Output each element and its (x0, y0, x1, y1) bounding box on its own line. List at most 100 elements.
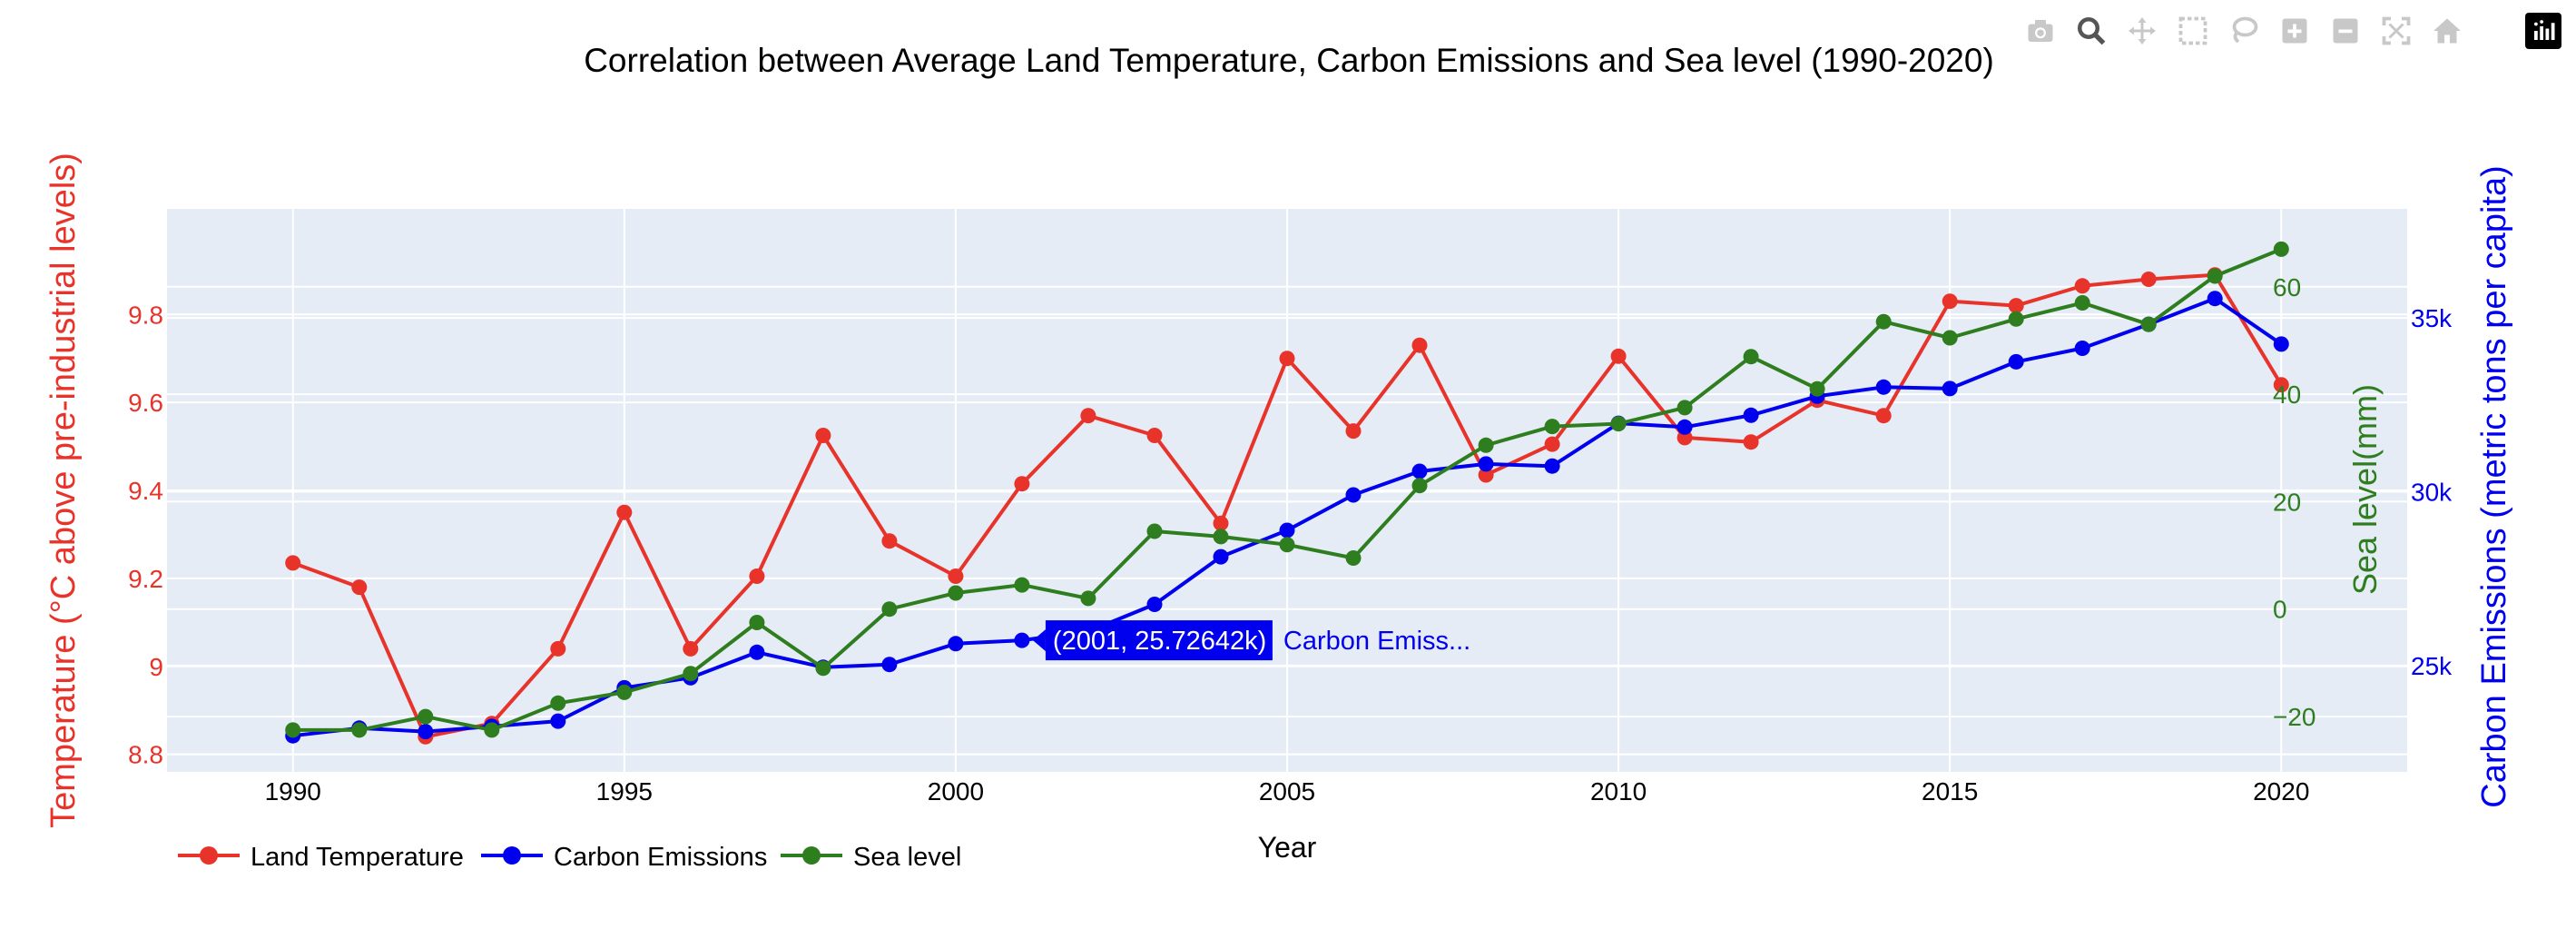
data-point[interactable] (1478, 456, 1494, 472)
box-select-icon[interactable] (2175, 13, 2211, 49)
data-point[interactable] (2273, 377, 2289, 393)
data-point[interactable] (1676, 400, 1693, 416)
data-point[interactable] (2140, 272, 2157, 287)
data-point[interactable] (1676, 419, 1693, 435)
data-point[interactable] (2207, 268, 2223, 284)
camera-icon[interactable] (2022, 13, 2059, 49)
series-layer (285, 241, 2289, 745)
data-point[interactable] (1279, 537, 1295, 553)
y-tick-label: 25k (2411, 652, 2453, 680)
data-point[interactable] (1478, 467, 1494, 483)
data-point[interactable] (1544, 419, 1560, 435)
data-point[interactable] (2273, 241, 2289, 257)
data-point[interactable] (1345, 550, 1362, 566)
data-point[interactable] (1146, 428, 1163, 443)
data-point[interactable] (1610, 416, 1627, 432)
data-point[interactable] (2273, 336, 2289, 352)
data-point[interactable] (1743, 349, 1759, 365)
data-point[interactable] (1213, 515, 1229, 531)
data-point[interactable] (1411, 478, 1428, 494)
legend-item-carbon-emissions[interactable]: Carbon Emissions (481, 843, 767, 872)
data-point[interactable] (1345, 487, 1362, 503)
data-point[interactable] (1411, 337, 1428, 353)
data-point[interactable] (1345, 423, 1362, 440)
zoom-in-icon[interactable] (2276, 13, 2313, 49)
data-point[interactable] (749, 568, 765, 584)
data-point[interactable] (683, 666, 699, 682)
data-point[interactable] (683, 640, 699, 657)
data-point[interactable] (1544, 458, 1560, 474)
data-point[interactable] (2008, 298, 2024, 314)
y-right-inner-axis-title: Sea level(mm) (2346, 384, 2384, 595)
data-point[interactable] (1213, 529, 1229, 545)
data-point[interactable] (815, 428, 831, 443)
legend-item-land-temperature[interactable]: Land Temperature (178, 843, 464, 872)
data-point[interactable] (285, 722, 301, 738)
data-point[interactable] (1809, 381, 1825, 397)
data-point[interactable] (2008, 311, 2024, 327)
data-point[interactable] (1146, 597, 1163, 612)
data-point[interactable] (2074, 278, 2090, 294)
data-point[interactable] (550, 713, 566, 729)
data-point[interactable] (1942, 381, 1958, 397)
plotly-logo-icon[interactable] (2525, 13, 2561, 49)
chart-title: Correlation between Average Land Tempera… (584, 42, 1994, 79)
data-point[interactable] (948, 636, 964, 652)
data-point[interactable] (749, 644, 765, 660)
data-point[interactable] (881, 533, 898, 549)
data-point[interactable] (2140, 316, 2157, 332)
data-point[interactable] (351, 722, 368, 738)
zoom-out-icon[interactable] (2327, 13, 2364, 49)
data-point[interactable] (550, 695, 566, 711)
data-point[interactable] (351, 579, 368, 596)
y-right-axis-title: Carbon Emissions (metric tons per capita… (2475, 165, 2513, 807)
data-point[interactable] (2074, 341, 2090, 356)
pan-icon[interactable] (2124, 13, 2160, 49)
data-point[interactable] (616, 504, 633, 520)
data-point[interactable] (2074, 295, 2090, 311)
zoom-icon[interactable] (2073, 13, 2109, 49)
data-point[interactable] (1942, 330, 1958, 346)
data-point[interactable] (1411, 463, 1428, 479)
data-point[interactable] (749, 615, 765, 630)
data-point[interactable] (1014, 577, 1030, 593)
data-point[interactable] (484, 722, 500, 738)
data-point[interactable] (1080, 590, 1096, 607)
data-point[interactable] (1080, 408, 1096, 424)
data-point[interactable] (1279, 351, 1295, 367)
legend-label-carbon-emissions: Carbon Emissions (554, 843, 767, 872)
lasso-select-icon[interactable] (2226, 13, 2262, 49)
data-point[interactable] (1478, 437, 1494, 453)
data-point[interactable] (1942, 293, 1958, 310)
data-point[interactable] (881, 657, 898, 673)
reset-axes-icon[interactable] (2429, 13, 2465, 49)
data-point[interactable] (815, 660, 831, 677)
data-point[interactable] (1875, 313, 1892, 330)
data-point[interactable] (1875, 408, 1892, 424)
data-point[interactable] (948, 585, 964, 601)
data-point[interactable] (616, 684, 633, 700)
data-point[interactable] (1544, 436, 1560, 452)
data-point[interactable] (418, 724, 434, 740)
data-point[interactable] (948, 568, 964, 584)
data-point[interactable] (1743, 407, 1759, 423)
data-point[interactable] (1146, 523, 1163, 539)
data-point[interactable] (285, 555, 301, 571)
data-point[interactable] (2008, 353, 2024, 370)
data-point[interactable] (1610, 348, 1627, 364)
data-point[interactable] (1213, 549, 1229, 565)
data-point[interactable] (418, 708, 434, 725)
data-point[interactable] (1743, 434, 1759, 450)
data-point[interactable] (1875, 379, 1892, 395)
data-point[interactable] (1014, 632, 1030, 648)
data-point[interactable] (1014, 476, 1030, 492)
data-point[interactable] (550, 640, 566, 657)
autoscale-icon[interactable] (2378, 13, 2414, 49)
legend-label-sea-level: Sea level (853, 843, 961, 872)
data-point[interactable] (2207, 291, 2223, 307)
data-point[interactable] (881, 601, 898, 618)
data-point[interactable] (1279, 522, 1295, 539)
y-tick-label: 20 (2273, 488, 2301, 516)
legend-item-sea-level[interactable]: Sea level (781, 843, 961, 872)
